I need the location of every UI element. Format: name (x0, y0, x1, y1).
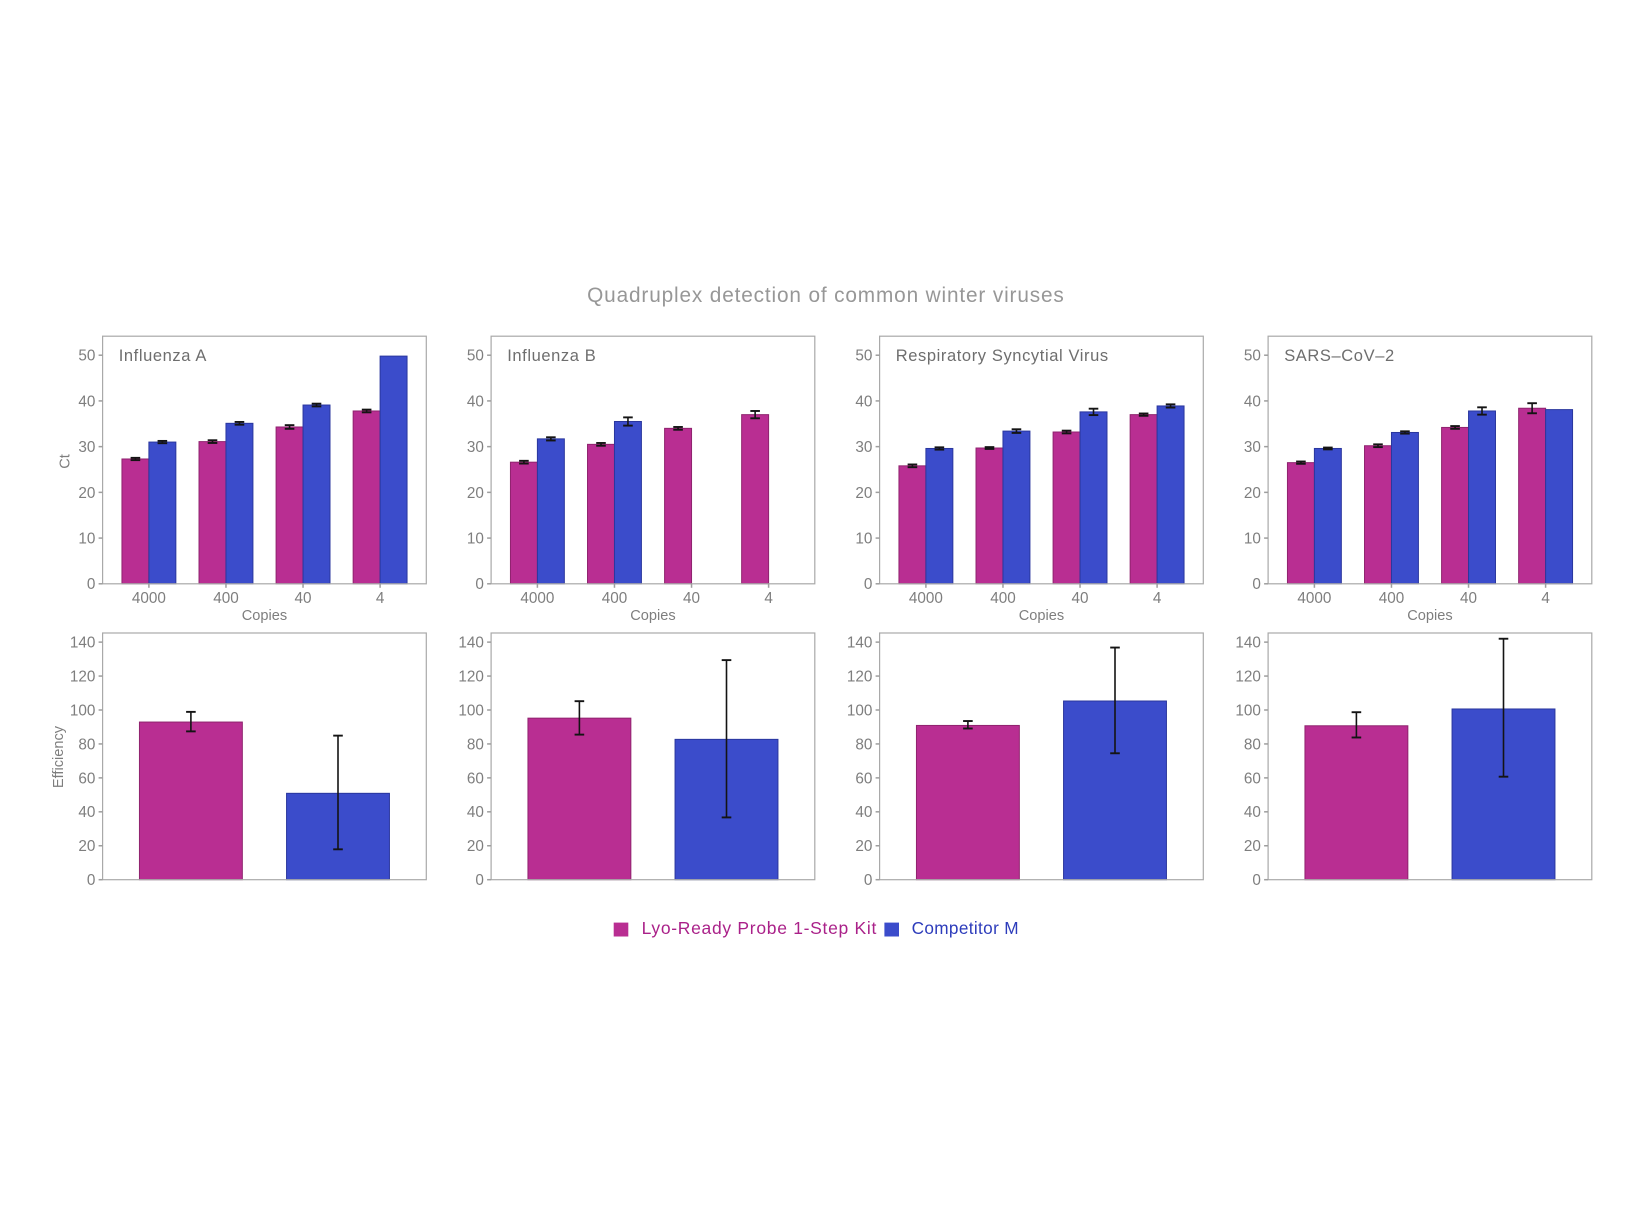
svg-text:140: 140 (847, 635, 873, 652)
svg-text:20: 20 (467, 838, 484, 855)
svg-text:Copies: Copies (1019, 608, 1064, 624)
svg-text:40: 40 (467, 393, 484, 410)
svg-text:140: 140 (1235, 635, 1261, 652)
svg-text:10: 10 (855, 530, 872, 547)
svg-text:20: 20 (78, 838, 95, 855)
svg-text:4000: 4000 (1297, 590, 1331, 607)
svg-text:60: 60 (78, 770, 95, 787)
svg-text:50: 50 (855, 348, 872, 365)
svg-text:Copies: Copies (630, 608, 675, 624)
svg-text:0: 0 (1252, 872, 1261, 889)
svg-text:40: 40 (467, 804, 484, 821)
svg-text:40: 40 (683, 590, 700, 607)
svg-text:Ct: Ct (57, 454, 73, 469)
svg-text:0: 0 (864, 872, 873, 889)
svg-text:Copies: Copies (1407, 608, 1452, 624)
svg-text:20: 20 (855, 838, 872, 855)
svg-text:4: 4 (764, 590, 773, 607)
svg-text:40: 40 (855, 393, 872, 410)
svg-text:10: 10 (467, 530, 484, 547)
svg-text:0: 0 (475, 872, 484, 889)
svg-text:100: 100 (458, 702, 484, 719)
svg-text:40: 40 (78, 804, 95, 821)
svg-text:50: 50 (78, 348, 95, 365)
svg-text:400: 400 (602, 590, 628, 607)
svg-text:140: 140 (70, 635, 96, 652)
svg-text:4000: 4000 (132, 590, 166, 607)
svg-text:40: 40 (1244, 393, 1261, 410)
svg-text:100: 100 (847, 702, 873, 719)
svg-text:50: 50 (467, 348, 484, 365)
svg-text:30: 30 (1244, 439, 1261, 456)
svg-text:10: 10 (1244, 530, 1261, 547)
svg-text:4: 4 (1153, 590, 1162, 607)
svg-text:80: 80 (1244, 736, 1261, 753)
svg-text:60: 60 (1244, 770, 1261, 787)
svg-text:40: 40 (855, 804, 872, 821)
svg-text:40: 40 (1072, 590, 1089, 607)
svg-text:30: 30 (467, 439, 484, 456)
svg-text:80: 80 (78, 736, 95, 753)
svg-text:20: 20 (467, 485, 484, 502)
svg-text:0: 0 (87, 872, 96, 889)
svg-text:Influenza B: Influenza B (507, 347, 596, 365)
svg-text:Lyo-Ready Probe 1-Step Kit: Lyo-Ready Probe 1-Step Kit (642, 918, 877, 938)
svg-text:Competitor M: Competitor M (912, 918, 1019, 938)
svg-text:Copies: Copies (242, 608, 287, 624)
svg-text:100: 100 (1235, 702, 1261, 719)
svg-text:400: 400 (1379, 590, 1405, 607)
svg-text:40: 40 (1460, 590, 1477, 607)
svg-text:SARS–CoV–2: SARS–CoV–2 (1284, 347, 1395, 365)
svg-text:10: 10 (78, 530, 95, 547)
svg-text:4000: 4000 (520, 590, 554, 607)
svg-text:30: 30 (78, 439, 95, 456)
svg-text:0: 0 (87, 576, 96, 593)
svg-text:400: 400 (990, 590, 1016, 607)
svg-text:Efficiency: Efficiency (51, 725, 67, 788)
svg-text:100: 100 (70, 702, 96, 719)
svg-text:4: 4 (376, 590, 385, 607)
svg-text:4000: 4000 (909, 590, 943, 607)
svg-text:40: 40 (1244, 804, 1261, 821)
svg-text:120: 120 (847, 668, 873, 685)
svg-text:20: 20 (78, 485, 95, 502)
svg-text:80: 80 (855, 736, 872, 753)
svg-text:Respiratory Syncytial Virus: Respiratory Syncytial Virus (896, 347, 1109, 365)
svg-text:Quadruplex detection of common: Quadruplex detection of common winter vi… (587, 284, 1065, 307)
svg-text:120: 120 (1235, 668, 1261, 685)
svg-text:30: 30 (855, 439, 872, 456)
svg-text:20: 20 (1244, 838, 1261, 855)
svg-text:20: 20 (1244, 485, 1261, 502)
svg-text:20: 20 (855, 485, 872, 502)
svg-text:40: 40 (295, 590, 312, 607)
svg-text:120: 120 (70, 668, 96, 685)
svg-text:50: 50 (1244, 348, 1261, 365)
svg-text:120: 120 (458, 668, 484, 685)
svg-text:0: 0 (1252, 576, 1261, 593)
svg-text:4: 4 (1541, 590, 1550, 607)
svg-text:80: 80 (467, 736, 484, 753)
svg-text:0: 0 (864, 576, 873, 593)
svg-text:60: 60 (467, 770, 484, 787)
svg-text:400: 400 (213, 590, 239, 607)
svg-text:60: 60 (855, 770, 872, 787)
svg-text:140: 140 (458, 635, 484, 652)
svg-text:Influenza A: Influenza A (119, 347, 207, 365)
svg-text:0: 0 (475, 576, 484, 593)
svg-text:40: 40 (78, 393, 95, 410)
